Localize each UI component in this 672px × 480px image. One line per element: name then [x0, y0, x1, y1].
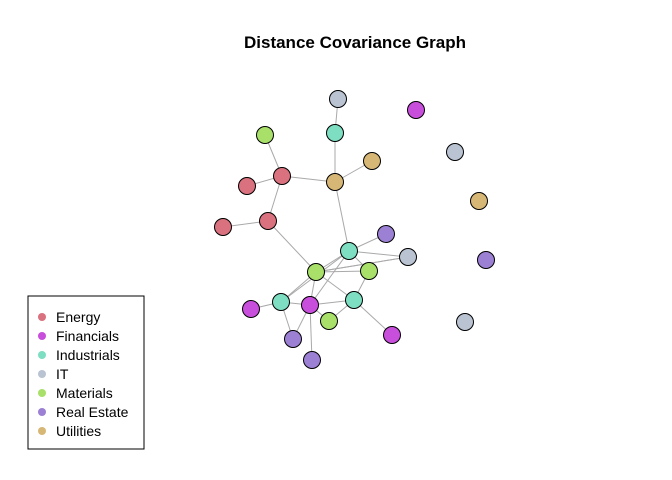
graph-node	[477, 251, 495, 269]
graph-node	[303, 351, 321, 369]
graph-node	[456, 313, 474, 331]
graph-node	[360, 262, 378, 280]
legend-marker	[38, 313, 46, 321]
graph-node	[407, 101, 425, 119]
graph-edge	[267, 220, 317, 273]
graph-edge	[348, 250, 409, 258]
graph-node	[470, 192, 488, 210]
legend-label: Financials	[56, 328, 119, 344]
graph-node	[377, 225, 395, 243]
graph-node	[273, 167, 291, 185]
legend-marker	[38, 427, 46, 435]
legend-label: Materials	[56, 385, 113, 401]
graph-node	[238, 177, 256, 195]
graph-node	[301, 296, 319, 314]
graph-node	[242, 300, 260, 318]
legend-label: Utilities	[56, 423, 101, 439]
graph-node	[256, 126, 274, 144]
graph-edge	[315, 256, 409, 273]
graph-edge	[309, 250, 350, 306]
legend-box	[27, 295, 145, 450]
graph-node	[284, 330, 302, 348]
graph-node	[363, 152, 381, 170]
graph-node	[320, 312, 338, 330]
legend-marker	[38, 370, 46, 378]
graph-node	[326, 173, 344, 191]
legend-label: Real Estate	[56, 404, 129, 420]
graph-node	[399, 248, 417, 266]
graph-node	[307, 263, 325, 281]
graph-node	[345, 291, 363, 309]
legend-marker	[38, 332, 46, 340]
legend-label: IT	[56, 366, 69, 382]
graph-node	[446, 143, 464, 161]
graph-title: Distance Covariance Graph	[244, 33, 466, 52]
legend-marker	[38, 408, 46, 416]
graph-edge	[309, 304, 313, 361]
graph-node	[259, 212, 277, 230]
graph-edge	[334, 181, 350, 252]
graph-node	[329, 90, 347, 108]
graph-node	[326, 124, 344, 142]
graph-node	[272, 293, 290, 311]
node-layer	[214, 90, 495, 369]
legend-label: Energy	[56, 309, 100, 325]
legend-marker	[38, 351, 46, 359]
graph-node	[214, 218, 232, 236]
legend: Energy Financials Industrials IT Materials Re…	[27, 295, 145, 450]
legend-entries: Energy Financials Industrials IT Materials Re…	[38, 309, 129, 439]
legend-label: Industrials	[56, 347, 120, 363]
graph-node	[340, 242, 358, 260]
legend-marker	[38, 389, 46, 397]
graph-node	[383, 326, 401, 344]
